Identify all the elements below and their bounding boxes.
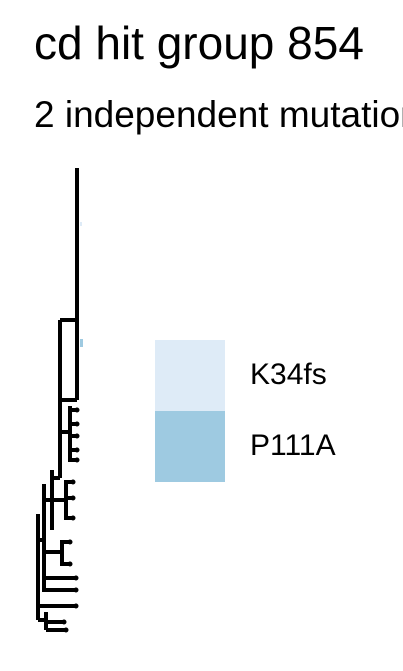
tree-tip <box>73 603 79 609</box>
tree-tip <box>74 447 80 453</box>
tree-tip <box>63 627 69 633</box>
tree-tip <box>61 619 67 625</box>
mutation-mark <box>80 339 83 347</box>
legend-item: K34fs <box>155 340 395 411</box>
tree-tip <box>74 433 80 439</box>
tree-tip <box>70 515 76 521</box>
tree-tip <box>73 587 79 593</box>
tree-tip <box>74 421 80 427</box>
legend-label: P111A <box>250 429 336 462</box>
legend-swatch <box>155 411 225 482</box>
tree-tip <box>74 457 80 463</box>
tree-tip <box>67 561 73 567</box>
tree-tip <box>73 575 79 581</box>
tree-tip <box>74 407 80 413</box>
legend: K34fs P111A <box>155 340 395 482</box>
tree-tip <box>67 539 73 545</box>
page-subtitle: 2 independent mutations <box>34 94 403 135</box>
legend-item: P111A <box>155 411 395 482</box>
tree-tip <box>70 495 76 501</box>
mutation-mark <box>80 222 82 226</box>
legend-label: K34fs <box>250 358 327 391</box>
legend-swatch <box>155 340 225 411</box>
tree-tip <box>70 479 76 485</box>
page-title: cd hit group 854 <box>34 17 364 69</box>
